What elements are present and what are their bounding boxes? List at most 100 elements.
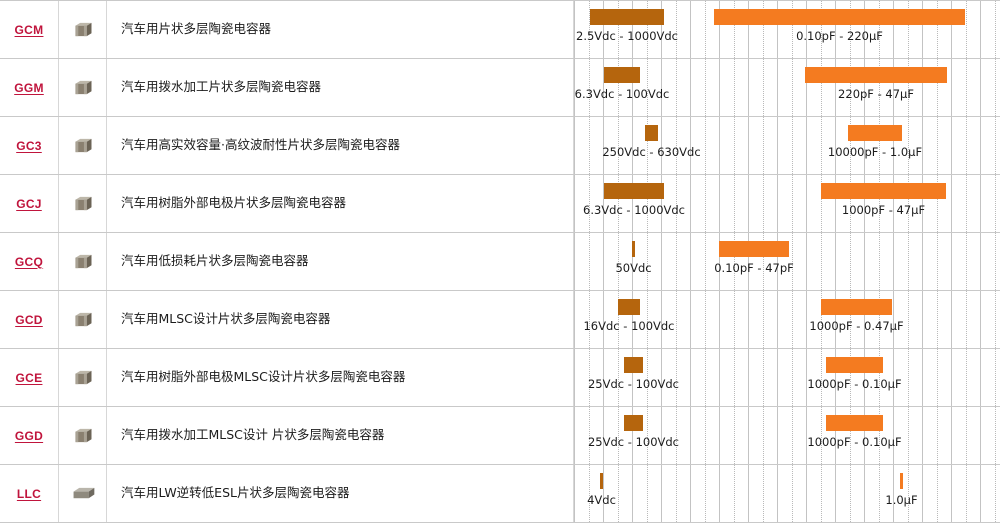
gridline-minor [907,407,909,464]
capacitor-chip-icon [70,253,96,270]
capacitance-range-label: 0.10pF - 47pF [714,261,794,275]
table-row: GCQ 汽车用低损耗片状多层陶瓷电容器 50Vdc 0.10pF - 47pF [0,233,1000,291]
gridline-minor [704,407,706,464]
description-cell: 汽车用高实效容量·高纹波耐性片状多层陶瓷电容器 [107,117,574,174]
range-graph-cell: 16Vdc - 100Vdc 1000pF - 0.47µF [574,291,1000,348]
gridline-minor [733,407,735,464]
capacitor-chip-icon [70,21,96,38]
gridline-major [748,291,749,348]
gridline-major [661,233,662,290]
gridline-major [690,349,691,406]
gridline-minor [936,407,938,464]
gridline-minor [965,407,967,464]
series-code-link[interactable]: GCM [14,22,44,37]
series-code-link[interactable]: LLC [16,486,42,501]
capacitance-range-bar [900,473,903,489]
description-cell: 汽车用片状多层陶瓷电容器 [107,1,574,58]
gridline-minor [849,465,851,522]
gridline-major [922,349,923,406]
gridline-minor [994,407,996,464]
gridline-major [661,465,662,522]
gridline-major [980,59,981,116]
range-graph-cell: 50Vdc 0.10pF - 47pF [574,233,1000,290]
gridline-major [777,175,778,232]
capacitance-range-bar [805,67,947,83]
gridline-major [719,175,720,232]
range-graph-cell: 6.3Vdc - 1000Vdc 1000pF - 47µF [574,175,1000,232]
capacitor-chip-icon [70,369,96,386]
gridline-minor [994,1,996,58]
series-code-link[interactable]: GCQ [14,254,44,269]
gridline-major [748,349,749,406]
gridline-minor [791,59,793,116]
gridline-minor [733,59,735,116]
gridline-major [719,407,720,464]
gridline-minor [762,175,764,232]
series-code-link[interactable]: GC3 [16,138,42,153]
table-row: GCM 汽车用片状多层陶瓷电容器 2.5Vdc - 1000Vdc 0.10pF - … [0,1,1000,59]
gridline-major [574,175,575,232]
gridline-minor [820,233,822,290]
gridline-minor [820,465,822,522]
gridline-major [922,117,923,174]
gridline-minor [994,117,996,174]
gridline-minor [965,175,967,232]
gridline-minor [704,175,706,232]
capacitance-range-label: 220pF - 47µF [838,87,914,101]
series-code-link[interactable]: GGD [14,428,44,443]
gridline-major [980,291,981,348]
gridline-major [922,291,923,348]
voltage-range-label: 6.3Vdc - 1000Vdc [583,203,685,217]
gridline-major [835,233,836,290]
gridline-major [893,233,894,290]
series-code-cell: GGM [0,59,59,116]
gridline-minor [704,465,706,522]
capacitance-range-bar [826,415,883,431]
series-code-link[interactable]: GCJ [16,196,42,211]
gridline-major [690,233,691,290]
gridline-major [951,117,952,174]
gridline-major [574,291,575,348]
gridline-minor [704,1,706,58]
gridline-minor [762,117,764,174]
gridline-major [690,291,691,348]
range-graph-cell: 25Vdc - 100Vdc 1000pF - 0.10µF [574,407,1000,464]
gridline-minor [994,175,996,232]
gridline-major [690,1,691,58]
gridline-major [690,465,691,522]
gridline-major [922,407,923,464]
series-code-link[interactable]: GGM [14,80,44,95]
gridline-minor [733,117,735,174]
gridline-major [980,407,981,464]
gridline-major [980,465,981,522]
series-code-cell: GCE [0,349,59,406]
description-cell: 汽车用拨水加工MLSC设计 片状多层陶瓷电容器 [107,407,574,464]
voltage-range-label: 6.3Vdc - 100Vdc [574,87,670,101]
gridline-minor [936,117,938,174]
gridline-minor [646,465,648,522]
gridline-minor [994,349,996,406]
gridline-major [951,233,952,290]
voltage-range-bar [604,183,664,199]
product-image-cell [59,59,107,116]
gridline-minor [733,465,735,522]
gridline-minor [791,407,793,464]
gridline-major [777,291,778,348]
gridline-major [777,59,778,116]
series-code-cell: GC3 [0,117,59,174]
series-code-link[interactable]: GCD [15,312,43,327]
gridline-minor [791,465,793,522]
gridline-minor [907,349,909,406]
table-row: LLC 汽车用LW逆转低ESL片状多层陶瓷电容器 4Vdc 1.0µF [0,465,1000,523]
gridline-major [748,175,749,232]
voltage-range-label: 50Vdc [615,261,652,275]
voltage-range-label: 250Vdc - 630Vdc [602,145,701,159]
gridline-major [922,465,923,522]
series-code-link[interactable]: GCE [15,370,43,385]
gridline-major [806,233,807,290]
voltage-range-bar [624,357,643,373]
voltage-range-bar [604,67,640,83]
capacitance-range-bar [848,125,902,141]
voltage-range-bar [632,241,635,257]
gridline-major [719,59,720,116]
